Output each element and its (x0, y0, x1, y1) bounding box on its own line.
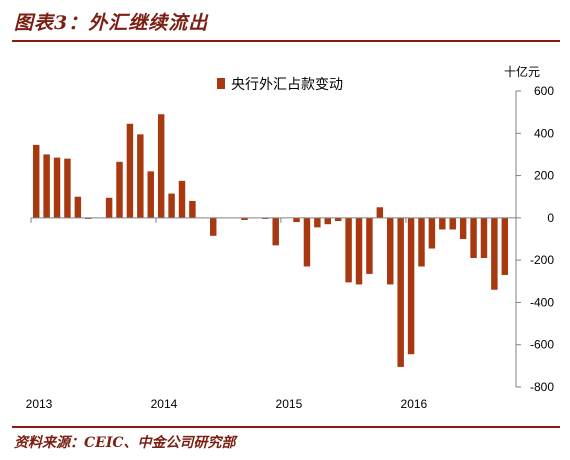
bar (293, 217, 300, 223)
bar (334, 217, 342, 222)
bar (157, 114, 165, 218)
x-tick-label: 2014 (151, 397, 178, 411)
bar (480, 217, 488, 259)
bar (262, 217, 269, 219)
bar (303, 217, 311, 267)
bar (241, 217, 248, 220)
bar (439, 217, 446, 230)
bar (491, 217, 498, 290)
unit-label: 十亿元 (504, 64, 540, 79)
bar (376, 207, 384, 218)
bar (74, 196, 82, 218)
bar (137, 134, 144, 218)
legend-label: 央行外汇占款变动 (231, 77, 343, 93)
y-axis-ticks: 600 400 200 0 -200 -400 -600 -800 (516, 84, 554, 394)
bar (189, 200, 196, 218)
bar (116, 161, 123, 218)
bar (501, 217, 509, 275)
y-tick-label: -800 (530, 380, 554, 394)
bar (32, 144, 40, 218)
y-tick-label: 600 (534, 84, 554, 98)
bar (53, 157, 61, 218)
bar (168, 193, 175, 218)
bar (459, 217, 467, 239)
bar (126, 123, 134, 218)
bar (272, 217, 279, 246)
bar (418, 217, 425, 267)
bar (397, 217, 404, 367)
x-tick-label: 2013 (26, 397, 53, 411)
bar (85, 217, 92, 219)
bar (210, 217, 217, 236)
y-tick-label: -400 (530, 295, 554, 309)
source-note: 资料来源：CEIC、中金公司研究部 (14, 435, 236, 451)
legend-swatch (217, 78, 225, 89)
x-axis-ticks (30, 217, 407, 223)
bar (105, 197, 113, 218)
x-axis-labels: 2013 2014 2015 2016 (26, 397, 428, 411)
bar (407, 217, 415, 355)
bar (470, 217, 477, 259)
x-tick-label: 2015 (276, 397, 303, 411)
figure-title: 图表3：外汇继续流出 (14, 12, 209, 34)
bar (449, 217, 456, 230)
bar (324, 217, 331, 225)
y-tick-label: -600 (530, 338, 554, 352)
y-tick-label: 400 (534, 126, 554, 140)
y-tick-label: 0 (547, 211, 554, 225)
bar (355, 217, 363, 285)
bar (43, 154, 50, 218)
bar (314, 217, 321, 228)
bar (64, 158, 71, 218)
y-tick-label: 200 (534, 169, 554, 183)
bar (178, 180, 186, 218)
bar (387, 217, 394, 285)
x-tick-label: 2016 (401, 397, 428, 411)
bar (345, 217, 352, 283)
bars-group (32, 114, 509, 367)
bar (147, 171, 154, 218)
footer-rule (12, 426, 560, 428)
bar (428, 217, 436, 249)
title-rule (12, 40, 560, 42)
y-tick-label: -200 (530, 253, 554, 267)
bar (366, 217, 373, 274)
